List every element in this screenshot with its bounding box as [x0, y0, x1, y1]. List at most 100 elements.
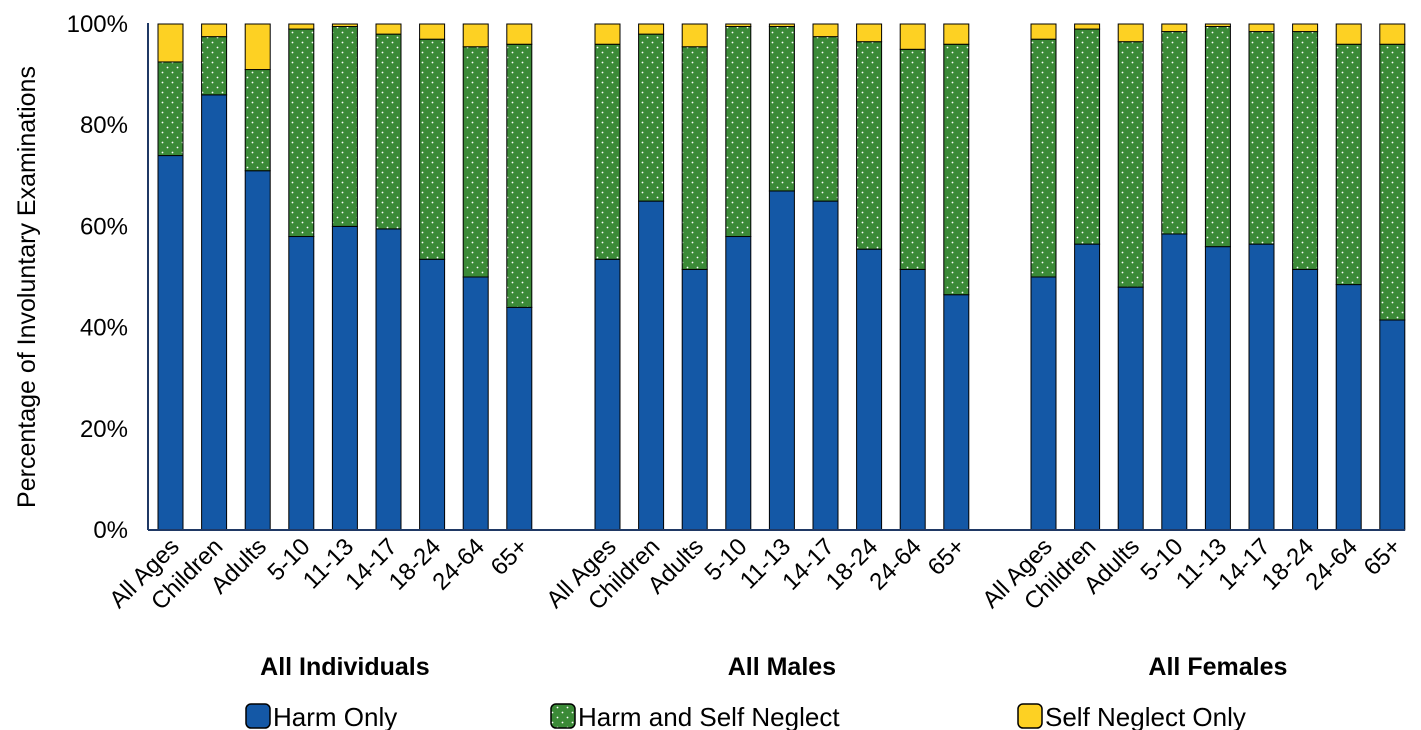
bar-segment	[201, 94, 228, 531]
bar-segment	[1117, 41, 1144, 288]
bars	[157, 23, 1406, 531]
y-tick-label: 40%	[80, 315, 128, 342]
bar-segment	[681, 268, 708, 531]
bar-segment	[244, 23, 271, 71]
bar-segment	[1248, 243, 1275, 531]
bar-segment	[943, 294, 970, 531]
bar-segment	[331, 225, 358, 531]
bar-segment	[375, 228, 402, 531]
legend-swatch	[550, 703, 576, 729]
bar-segment	[856, 23, 883, 43]
bar-segment	[768, 26, 795, 192]
bar-segment	[1204, 246, 1231, 531]
bar-segment	[462, 276, 489, 531]
bar-segment	[1335, 43, 1362, 286]
y-axis-title: Percentage of Involuntary Examinations	[13, 66, 41, 508]
bar-segment	[899, 23, 926, 50]
bar-segment	[1074, 28, 1101, 245]
bar-segment	[419, 38, 446, 260]
bar-segment	[1074, 23, 1101, 30]
bar-segment	[1204, 26, 1231, 248]
bar-segment	[506, 306, 533, 531]
bar-segment	[1379, 23, 1406, 45]
bar-segment	[856, 248, 883, 531]
bar-segment	[1335, 284, 1362, 531]
legend-swatch	[1017, 703, 1043, 729]
bar-segment	[1030, 276, 1057, 531]
bar-segment	[244, 170, 271, 531]
bar-segment	[899, 48, 926, 270]
bar-segment	[244, 69, 271, 172]
bar-segment	[506, 43, 533, 308]
bar-segment	[375, 23, 402, 35]
group-label: All Females	[1148, 653, 1287, 681]
category-label: 24-64	[1300, 533, 1363, 596]
bar-segment	[1074, 243, 1101, 531]
category-label: 65+	[923, 533, 971, 581]
bar-segment	[1117, 23, 1144, 43]
bar-segment	[1248, 23, 1275, 33]
bar-segment	[725, 236, 752, 531]
bar-segment	[768, 23, 795, 28]
bar-segment	[638, 23, 665, 35]
bar-segment	[1161, 31, 1188, 235]
bar-segment	[1292, 268, 1319, 531]
bar-segment	[1335, 23, 1362, 45]
bar-segment	[375, 33, 402, 230]
bar-segment	[638, 200, 665, 531]
bar-segment	[812, 200, 839, 531]
y-tick-label: 0%	[93, 517, 128, 544]
bar-segment	[506, 23, 533, 45]
category-label: 24-64	[864, 533, 927, 596]
y-tick-label: 80%	[80, 112, 128, 139]
axes	[147, 23, 1405, 531]
bar-segment	[812, 23, 839, 38]
bar-segment	[638, 33, 665, 202]
y-tick-label: 100%	[67, 11, 128, 38]
bar-segment	[594, 23, 621, 45]
bar-segment	[768, 190, 795, 531]
group-labels: All Individuals All Males All Females	[260, 653, 1287, 681]
y-tick-label: 20%	[80, 416, 128, 443]
bar-segment	[157, 61, 184, 157]
bar-segment	[1292, 23, 1319, 33]
y-tick-label: 60%	[80, 213, 128, 240]
bar-segment	[856, 41, 883, 250]
category-labels: All AgesChildrenAdults5-1011-1314-1718-2…	[104, 533, 1406, 615]
category-label: 65+	[486, 533, 534, 581]
category-label: 24-64	[427, 533, 490, 596]
legend: Harm Only Harm and Self Neglect Self Negle…	[245, 702, 1246, 730]
bar-segment	[1030, 23, 1057, 40]
bar-segment	[288, 28, 315, 238]
bar-segment	[157, 23, 184, 63]
legend-label: Harm and Self Neglect	[578, 702, 840, 730]
category-label: 65+	[1359, 533, 1407, 581]
y-axis-ticks: 0% 20% 40% 60% 80% 100%	[67, 11, 128, 544]
bar-segment	[462, 46, 489, 278]
bar-segment	[1292, 31, 1319, 270]
bar-segment	[331, 23, 358, 28]
bar-segment	[594, 258, 621, 531]
bar-segment	[943, 43, 970, 296]
bar-segment	[725, 23, 752, 28]
bar-segment	[1379, 43, 1406, 321]
bar-segment	[1161, 233, 1188, 531]
bar-segment	[812, 36, 839, 202]
legend-swatch	[245, 703, 271, 729]
bar-segment	[1161, 23, 1188, 33]
bar-segment	[288, 236, 315, 531]
bar-segment	[288, 23, 315, 30]
bar-segment	[725, 26, 752, 238]
bar-segment	[157, 155, 184, 531]
bar-segment	[201, 23, 228, 38]
bar-segment	[1379, 319, 1406, 531]
group-label: All Males	[728, 653, 836, 681]
bar-segment	[1117, 286, 1144, 531]
bar-segment	[1248, 31, 1275, 245]
bar-segment	[943, 23, 970, 45]
bar-segment	[419, 258, 446, 531]
bar-segment	[1030, 38, 1057, 278]
bar-segment	[419, 23, 446, 40]
group-label: All Individuals	[260, 653, 429, 681]
